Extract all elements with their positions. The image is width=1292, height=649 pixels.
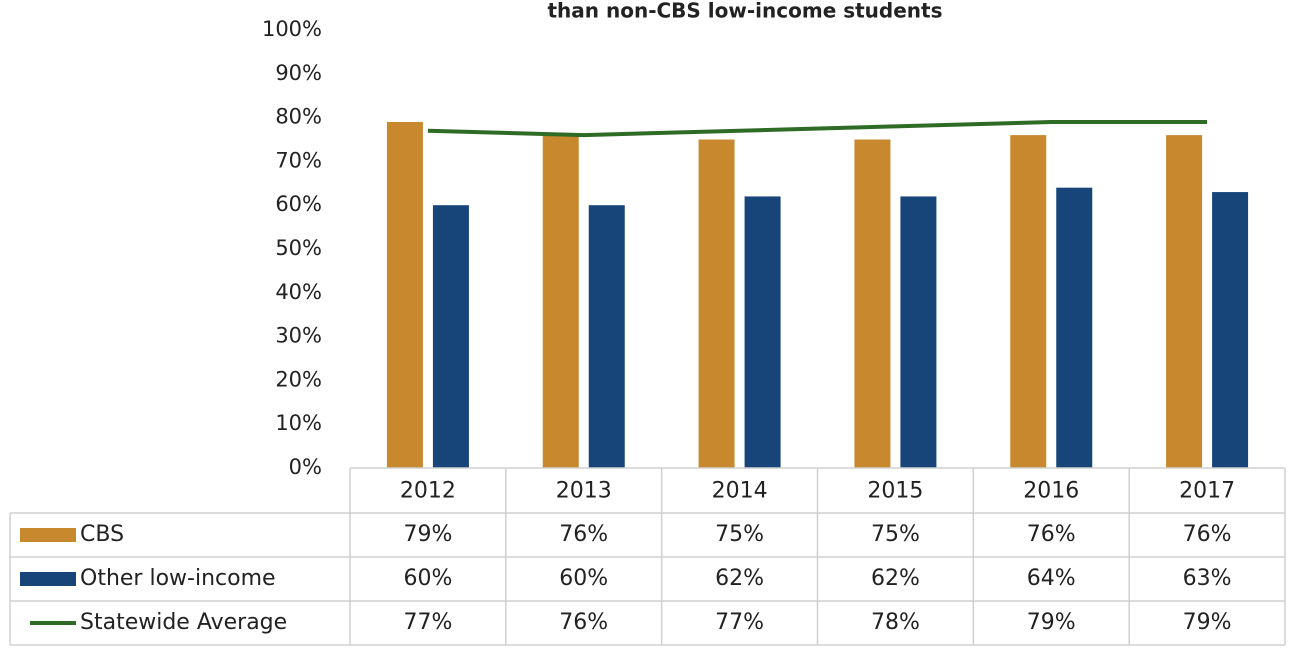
y-tick-label: 80% [275, 105, 322, 129]
table-value: 75% [715, 522, 764, 547]
x-tick-label: 2016 [1023, 479, 1079, 504]
x-tick-label: 2014 [712, 479, 768, 504]
table-value: 79% [1183, 610, 1232, 635]
bar [900, 196, 937, 468]
table-value: 77% [403, 610, 452, 635]
table-value: 62% [715, 566, 764, 591]
y-tick-label: 0% [289, 455, 322, 479]
bar [588, 205, 625, 468]
legend-label: Statewide Average [80, 610, 287, 635]
bar [1010, 135, 1047, 468]
x-tick-label: 2015 [867, 479, 923, 504]
x-tick-label: 2012 [400, 479, 456, 504]
y-tick-label: 90% [275, 61, 322, 85]
y-tick-label: 60% [275, 192, 322, 216]
legend-label: CBS [80, 522, 124, 547]
table-value: 60% [559, 566, 608, 591]
table-value: 76% [559, 610, 608, 635]
table-value: 63% [1183, 566, 1232, 591]
bar [854, 139, 891, 468]
table-value: 75% [871, 522, 920, 547]
bar [432, 205, 469, 468]
x-tick-label: 2017 [1179, 479, 1235, 504]
legend-swatch [20, 528, 76, 542]
legend-label: Other low-income [80, 566, 276, 591]
bar [1212, 192, 1249, 468]
line-series [427, 119, 1208, 138]
y-tick-label: 50% [275, 236, 322, 260]
table-value: 79% [403, 522, 452, 547]
y-tick-label: 40% [275, 280, 322, 304]
bar [542, 135, 579, 468]
y-tick-label: 10% [275, 411, 322, 435]
x-tick-label: 2013 [556, 479, 612, 504]
bar [744, 196, 781, 468]
table-value: 77% [715, 610, 764, 635]
legend-swatch [20, 572, 76, 586]
bar [698, 139, 735, 468]
bar [386, 121, 423, 468]
table-value: 76% [559, 522, 608, 547]
table-value: 60% [403, 566, 452, 591]
y-tick-label: 20% [275, 367, 322, 391]
table-value: 78% [871, 610, 920, 635]
table-value: 76% [1183, 522, 1232, 547]
table-value: 64% [1027, 566, 1076, 591]
table-value: 79% [1027, 610, 1076, 635]
y-tick-label: 70% [275, 148, 322, 172]
table-value: 62% [871, 566, 920, 591]
y-tick-label: 100% [262, 17, 322, 41]
bar [1166, 135, 1203, 468]
chart-title: than non-CBS low-income students [547, 0, 942, 23]
y-tick-label: 30% [275, 324, 322, 348]
table-value: 76% [1027, 522, 1076, 547]
bar [1056, 187, 1093, 468]
